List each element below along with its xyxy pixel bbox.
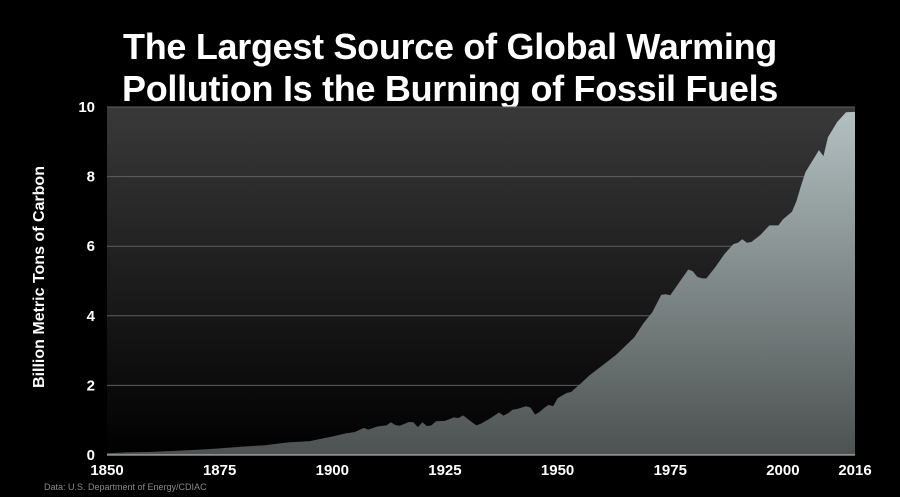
x-tick-label-1875: 1875 [203, 462, 236, 479]
series-area-0 [107, 111, 855, 456]
y-tick-label-6: 6 [87, 238, 95, 255]
x-tick-label-1975: 1975 [654, 462, 687, 479]
chart-title: The Largest Source of Global Warming Pol… [0, 26, 900, 110]
x-tick-label-1850: 1850 [90, 462, 123, 479]
x-tick-label-1900: 1900 [316, 462, 349, 479]
x-tick-label-2016: 2016 [838, 462, 871, 479]
y-tick-label-4: 4 [87, 308, 96, 325]
series-layer [107, 111, 855, 456]
x-tick-label-1950: 1950 [541, 462, 574, 479]
chart-title-line-1: The Largest Source of Global Warming [123, 26, 777, 67]
y-tick-labels: 0 2 4 6 8 10 [78, 99, 95, 464]
chart-title-line-2: Pollution Is the Burning of Fossil Fuels [121, 68, 778, 109]
y-axis-label: Billion Metric Tons of Carbon [31, 166, 48, 388]
y-tick-label-8: 8 [87, 169, 95, 186]
y-tick-label-10: 10 [78, 99, 95, 116]
x-tick-labels: 1850 1875 1900 1925 1950 1975 2000 2016 [90, 462, 871, 479]
source-note: Data: U.S. Department of Energy/CDIAC [44, 482, 207, 492]
x-tick-label-1925: 1925 [428, 462, 461, 479]
x-tick-label-2000: 2000 [766, 462, 799, 479]
y-tick-label-0: 0 [87, 447, 95, 464]
y-tick-label-2: 2 [87, 377, 95, 394]
